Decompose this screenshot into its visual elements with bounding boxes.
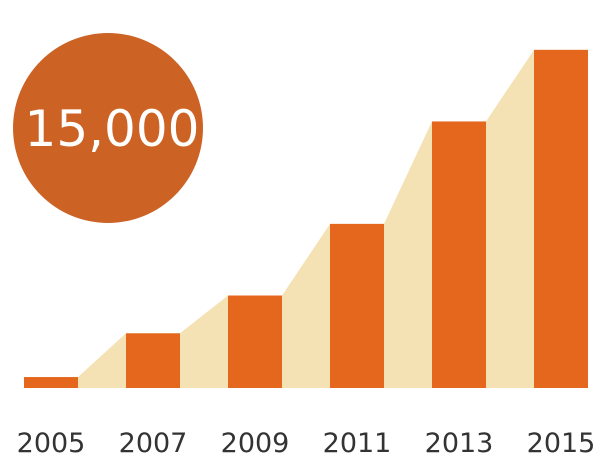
bar-2013 bbox=[432, 121, 486, 389]
bar-2015 bbox=[534, 49, 588, 389]
tick-label-2015: 2015 bbox=[527, 428, 595, 459]
total-badge-value: 15,000 bbox=[25, 100, 200, 158]
bar-2005 bbox=[24, 377, 78, 388]
total-badge bbox=[13, 33, 203, 223]
x-axis-tick-labels: 2005 2007 2009 2011 2013 2015 bbox=[17, 428, 595, 459]
bar-2009 bbox=[228, 295, 282, 388]
tick-label-2005: 2005 bbox=[17, 428, 86, 459]
bars bbox=[24, 49, 588, 389]
bar-2011 bbox=[330, 223, 384, 388]
tick-label-2007: 2007 bbox=[119, 428, 188, 459]
tick-label-2013: 2013 bbox=[425, 428, 494, 459]
tick-label-2011: 2011 bbox=[323, 428, 392, 459]
tick-label-2009: 2009 bbox=[221, 428, 290, 459]
bar-2007 bbox=[126, 333, 180, 388]
